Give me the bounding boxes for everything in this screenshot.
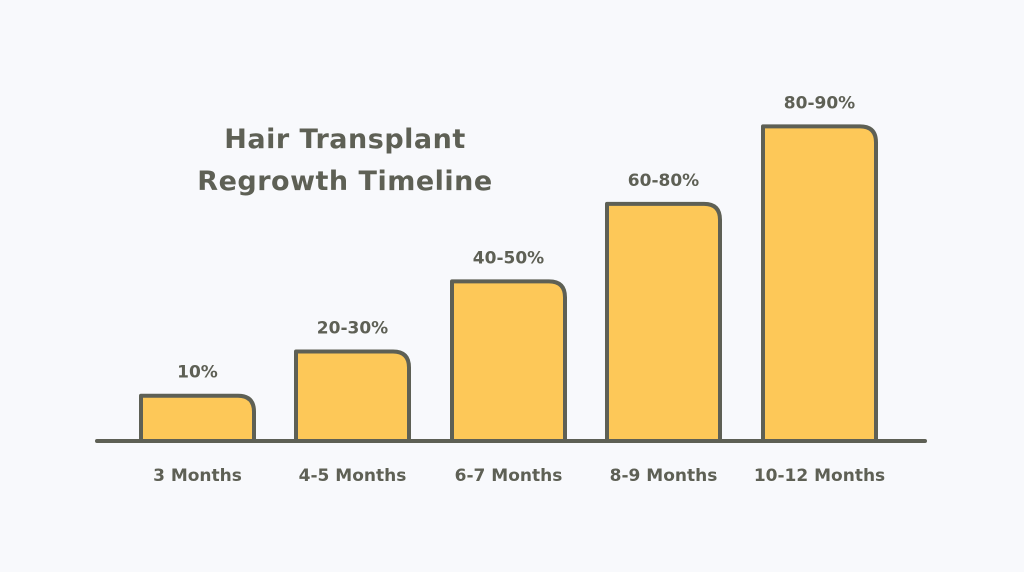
data-label: 40-50% [473, 248, 544, 268]
data-label: 80-90% [784, 93, 855, 113]
chart-title-line-1: Hair Transplant [224, 124, 466, 155]
x-tick-label: 3 Months [153, 466, 242, 486]
data-label: 20-30% [317, 318, 388, 338]
bar-1 [139, 393, 256, 440]
bar-3 [450, 279, 567, 440]
data-label: 60-80% [628, 171, 699, 191]
data-label: 10% [177, 363, 218, 383]
x-tick-label: 10-12 Months [754, 466, 885, 486]
bar-5 [761, 124, 878, 440]
chart-title-line-2: Regrowth Timeline [197, 166, 493, 197]
bar-2 [294, 349, 411, 440]
x-tick-label: 6-7 Months [455, 466, 563, 486]
x-tick-label: 4-5 Months [299, 466, 407, 486]
bar-4 [605, 201, 722, 440]
x-tick-label: 8-9 Months [610, 466, 718, 486]
